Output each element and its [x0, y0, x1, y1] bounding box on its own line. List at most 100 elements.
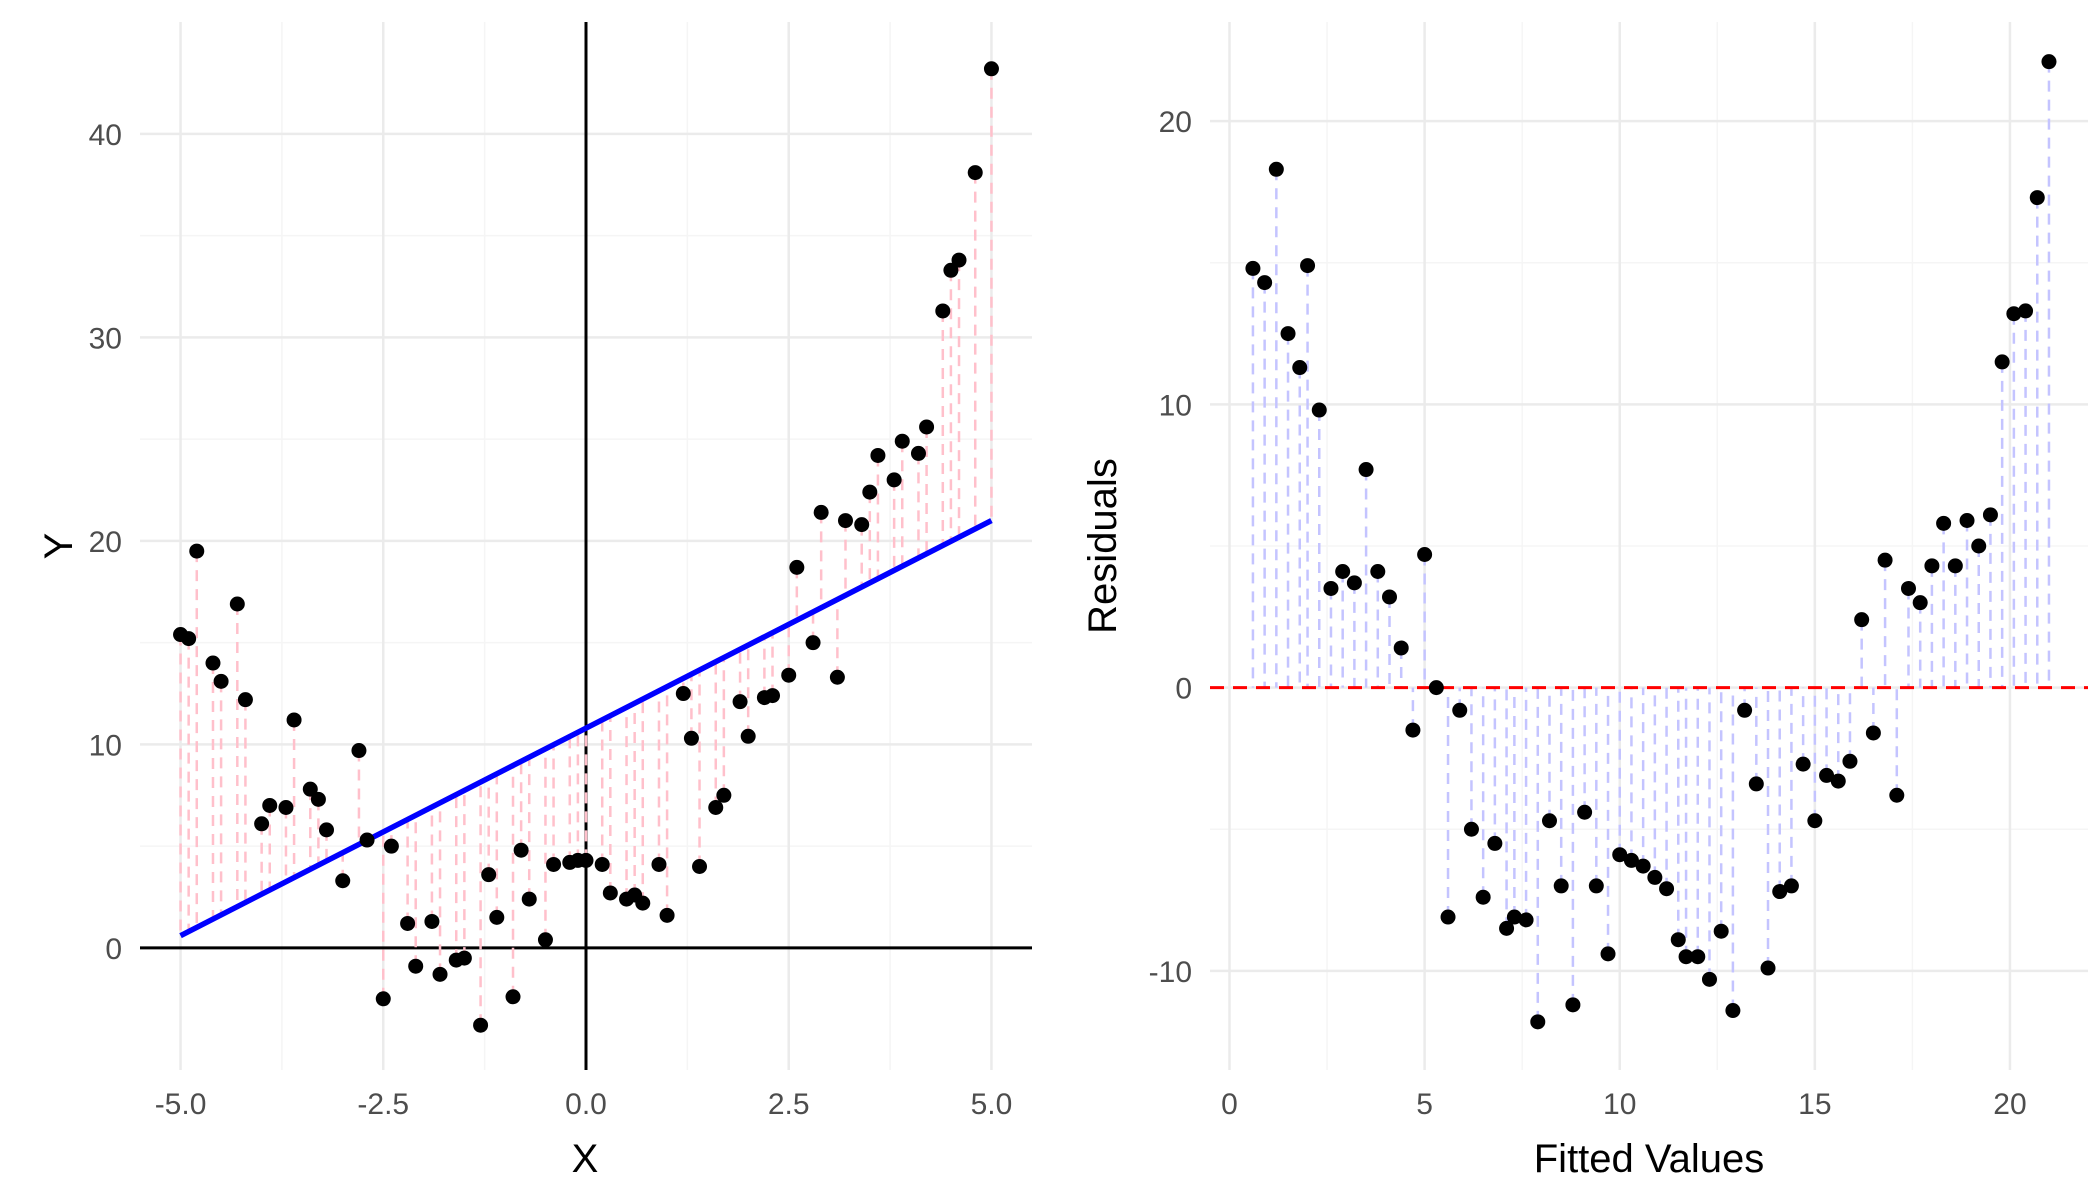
x-axis-title: X	[572, 1137, 599, 1181]
x-axis-title: Fitted Values	[1534, 1137, 1765, 1181]
data-point	[1947, 558, 1963, 574]
x-tick-label: 0	[1221, 1088, 1238, 1121]
y-tick-label: 10	[1159, 389, 1192, 422]
data-point	[359, 832, 375, 848]
data-point	[813, 504, 829, 520]
data-point	[659, 907, 675, 923]
data-point	[886, 472, 902, 488]
data-point	[375, 991, 391, 1007]
data-point	[424, 913, 440, 929]
data-point	[1737, 702, 1753, 718]
data-point	[1819, 767, 1835, 783]
data-point	[1487, 835, 1503, 851]
x-tick-label: -2.5	[357, 1088, 409, 1121]
data-point	[919, 419, 935, 435]
data-point	[521, 891, 537, 907]
data-point	[951, 252, 967, 268]
data-point	[1865, 725, 1881, 741]
data-point	[1588, 878, 1604, 894]
data-point	[1280, 326, 1296, 342]
data-point	[383, 838, 399, 854]
left-panel-fitted-line-plot: -5.0 -2.5 0.0 2.5 5.0 0 10 20 30 40 X Y	[37, 22, 1032, 1181]
right-panel-residual-plot: 0 5 10 15 20 -10 0 10 20 Fitted Values Residuals	[1081, 22, 2088, 1181]
data-point	[432, 966, 448, 982]
x-tick-label: 20	[1993, 1088, 2026, 1121]
data-point	[319, 822, 335, 838]
data-point	[1795, 756, 1811, 772]
data-point	[1889, 787, 1905, 803]
data-point	[1725, 1003, 1741, 1019]
y-tick-label: 0	[1175, 673, 1192, 706]
data-point	[943, 262, 959, 278]
data-point	[1701, 971, 1717, 987]
data-point	[1936, 515, 1952, 531]
data-point	[1690, 949, 1706, 965]
data-point	[505, 989, 521, 1005]
data-point	[1900, 580, 1916, 596]
data-point	[2029, 190, 2045, 206]
x-tick-label: 15	[1798, 1088, 1831, 1121]
data-point	[262, 797, 278, 813]
data-point	[740, 728, 756, 744]
data-point	[1807, 813, 1823, 829]
data-point	[1358, 462, 1374, 478]
data-point	[789, 559, 805, 575]
y-tick-label: 20	[1159, 106, 1192, 139]
data-point	[400, 915, 416, 931]
data-point	[594, 856, 610, 872]
y-axis-title: Y	[37, 533, 81, 560]
data-point	[1300, 258, 1316, 274]
data-point	[1924, 558, 1940, 574]
data-point	[967, 165, 983, 181]
x-tick-label: -5.0	[155, 1088, 207, 1121]
data-point	[335, 873, 351, 889]
data-point	[473, 1017, 489, 1033]
data-point	[456, 950, 472, 966]
data-point	[1245, 260, 1261, 276]
x-tick-label: 0.0	[565, 1088, 607, 1121]
data-point	[213, 673, 229, 689]
data-point	[578, 852, 594, 868]
data-point	[1912, 595, 1928, 611]
data-point	[1518, 912, 1534, 928]
data-point	[1440, 909, 1456, 925]
fitted-regression-line	[179, 518, 993, 939]
data-point	[1854, 612, 1870, 628]
data-point	[1635, 858, 1651, 874]
data-point	[910, 445, 926, 461]
data-point	[1499, 920, 1515, 936]
data-point	[854, 517, 870, 533]
data-point	[870, 447, 886, 463]
data-point	[1393, 640, 1409, 656]
data-point	[1428, 680, 1444, 696]
data-point	[205, 655, 221, 671]
data-point	[1713, 923, 1729, 939]
data-point	[1600, 946, 1616, 962]
data-point	[489, 909, 505, 925]
data-point	[286, 712, 302, 728]
data-point	[278, 799, 294, 815]
data-point	[862, 484, 878, 500]
data-point	[302, 781, 318, 797]
data-point	[1982, 507, 1998, 523]
data-point	[1772, 884, 1788, 900]
y-tick-label: -10	[1149, 956, 1192, 989]
y-tick-label: 30	[89, 322, 122, 355]
data-point	[1553, 878, 1569, 894]
data-point	[1346, 575, 1362, 591]
x-tick-label: 2.5	[768, 1088, 810, 1121]
data-point	[1335, 563, 1351, 579]
data-point	[1311, 402, 1327, 418]
y-tick-label: 20	[89, 526, 122, 559]
data-point	[1971, 538, 1987, 554]
x-tick-label: 5.0	[971, 1088, 1013, 1121]
data-point	[1530, 1014, 1546, 1030]
data-point	[1417, 546, 1433, 562]
data-point	[1994, 354, 2010, 370]
data-point	[1760, 960, 1776, 976]
data-point	[1678, 949, 1694, 965]
data-point	[1748, 776, 1764, 792]
data-point	[1877, 552, 1893, 568]
data-point	[692, 859, 708, 875]
